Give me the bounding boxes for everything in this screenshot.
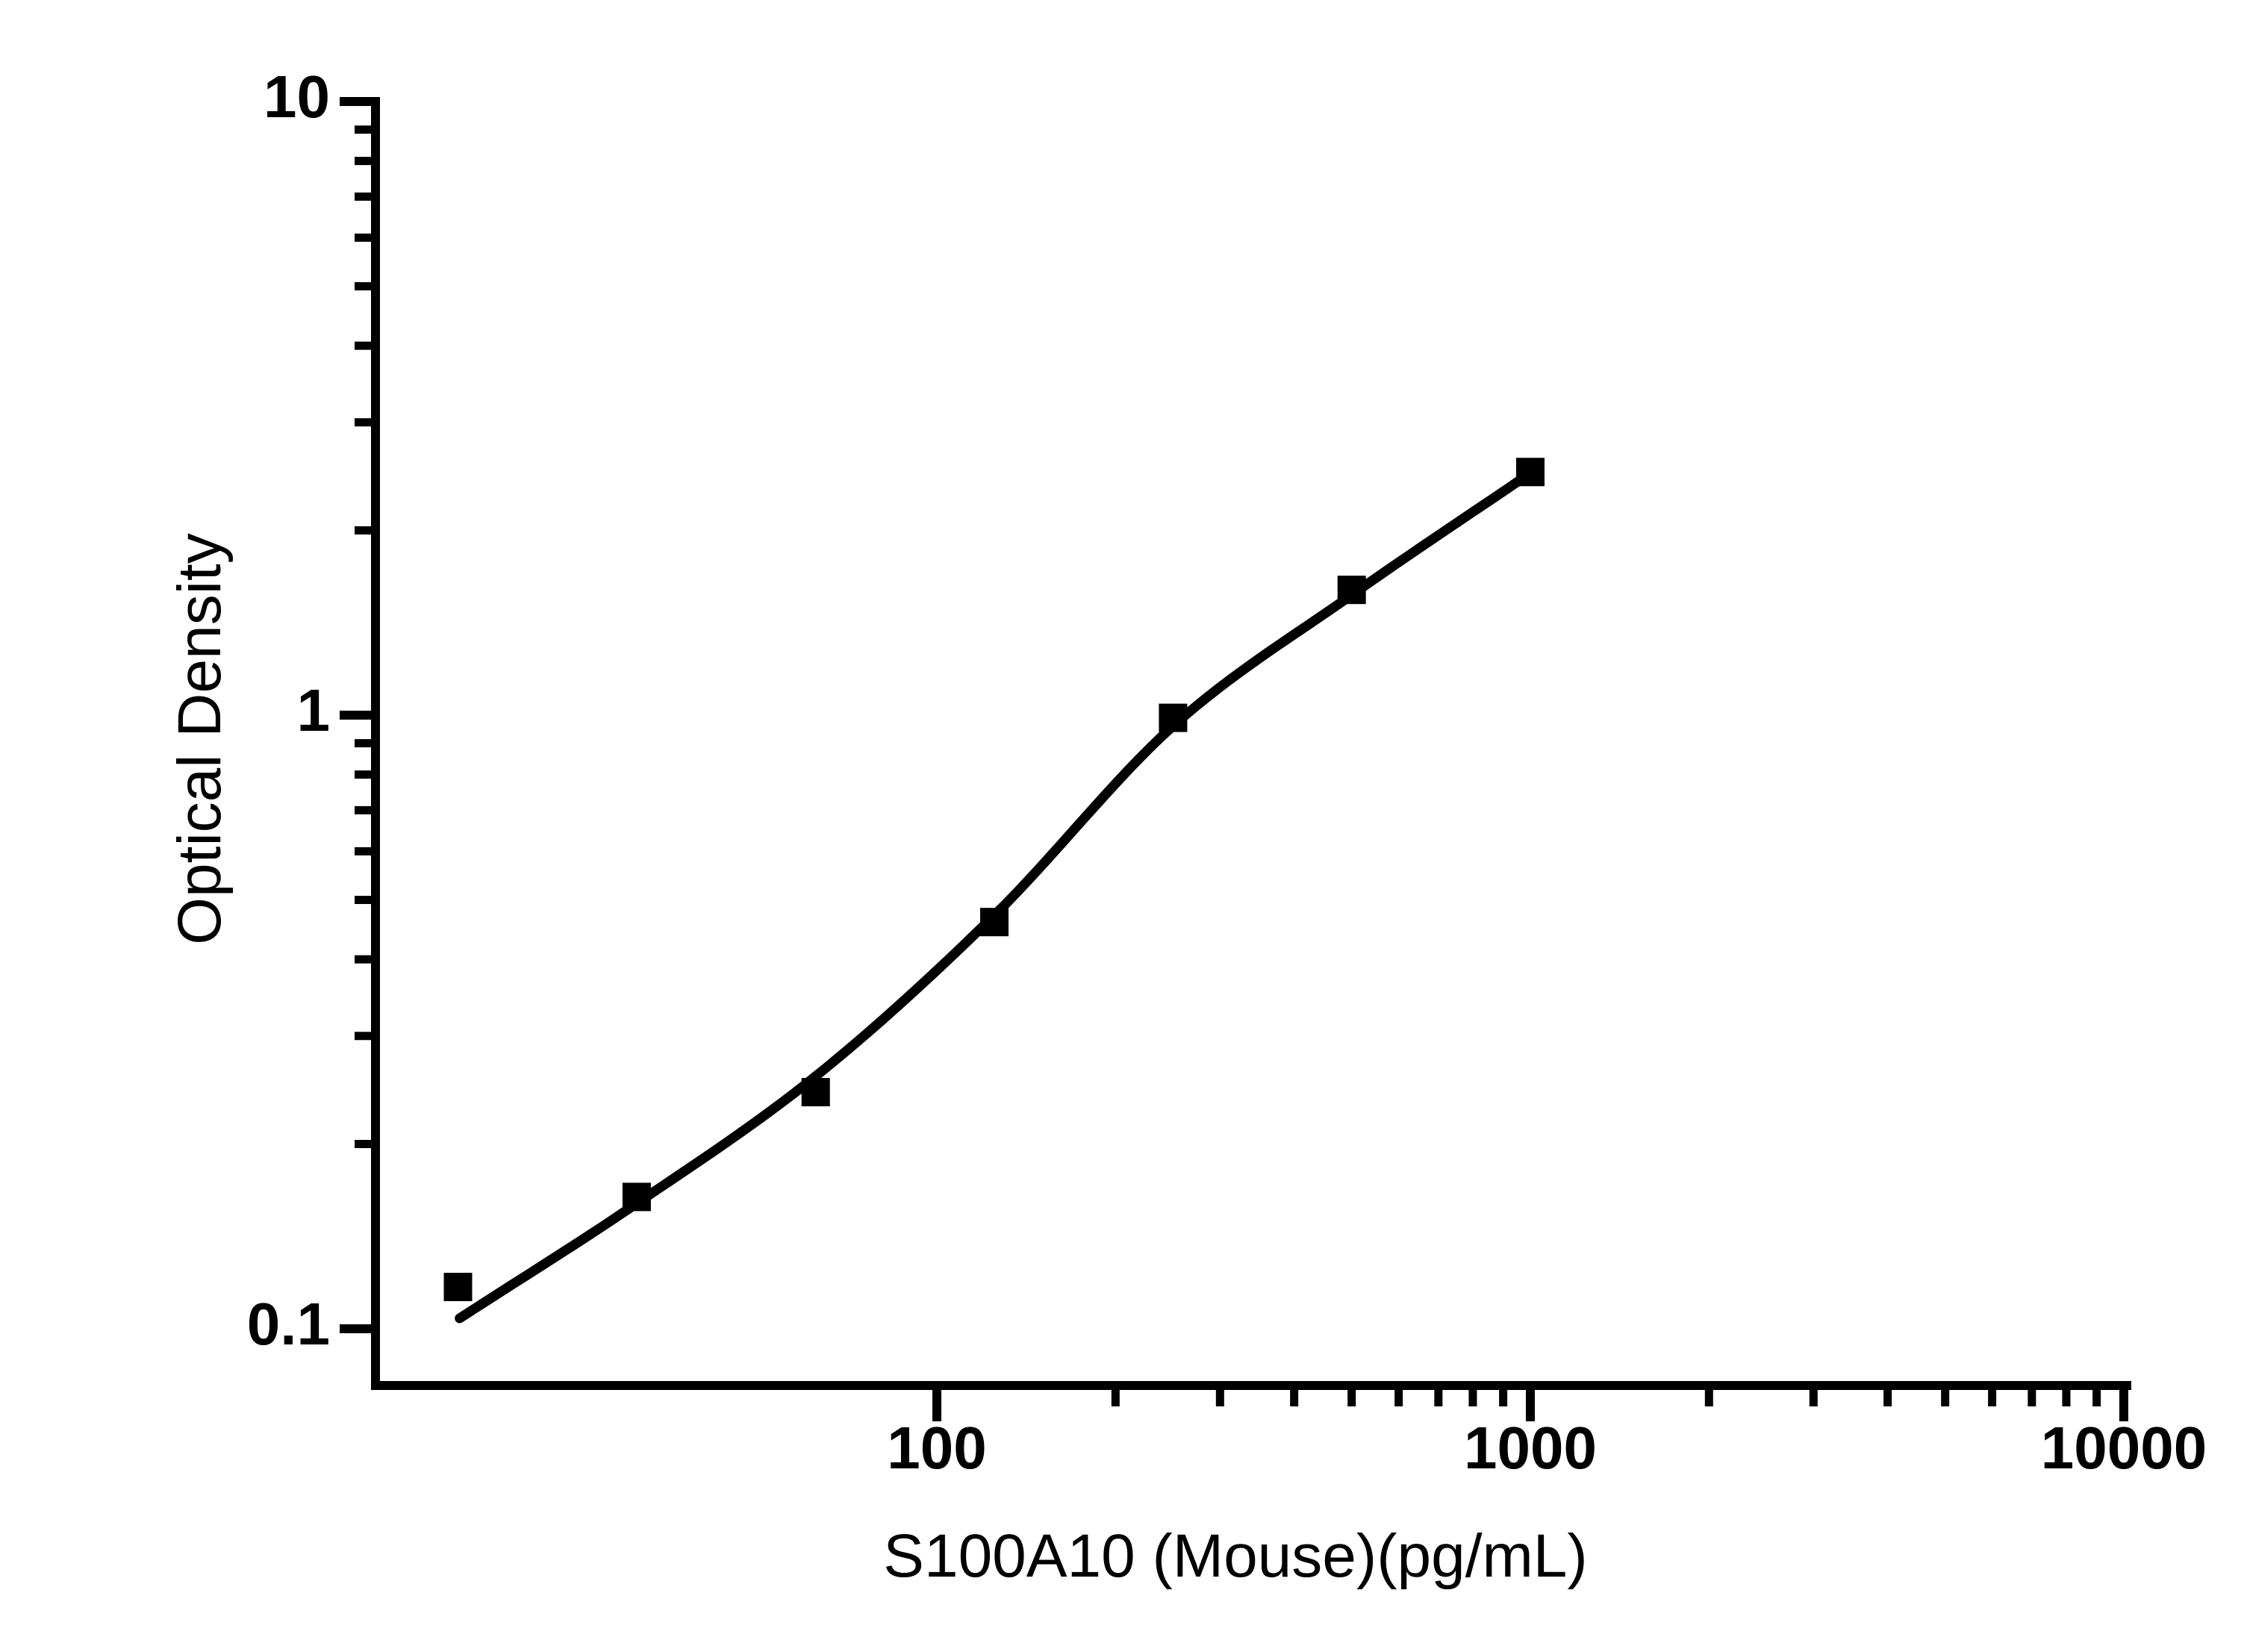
y-tick-label-1: 1 bbox=[297, 677, 331, 744]
x-tick-label-10000: 10000 bbox=[2041, 1415, 2207, 1481]
data-point-layer bbox=[443, 458, 1545, 1301]
axis-ticks bbox=[340, 97, 2128, 1421]
axis-tick-labels: 100 1000 10000 10 1 0.1 bbox=[247, 63, 2207, 1481]
y-axis-title: Optical Density bbox=[166, 533, 234, 944]
data-point-marker bbox=[622, 1182, 651, 1212]
data-point-marker bbox=[1337, 576, 1366, 605]
x-tick-label-1000: 1000 bbox=[1464, 1415, 1597, 1481]
data-point-marker bbox=[1516, 458, 1545, 487]
x-tick-label-100: 100 bbox=[887, 1415, 986, 1481]
fit-curve bbox=[455, 468, 1536, 1324]
fit-curve-layer bbox=[455, 468, 1536, 1324]
data-point-marker bbox=[443, 1273, 473, 1301]
data-point-marker bbox=[1159, 703, 1188, 732]
y-tick-label-0.1: 0.1 bbox=[247, 1291, 330, 1357]
data-point-marker bbox=[801, 1078, 830, 1106]
y-tick-label-10: 10 bbox=[264, 63, 330, 130]
data-point-marker bbox=[980, 908, 1009, 937]
x-axis-title: S100A10 (Mouse)(pg/mL) bbox=[883, 1522, 1587, 1590]
